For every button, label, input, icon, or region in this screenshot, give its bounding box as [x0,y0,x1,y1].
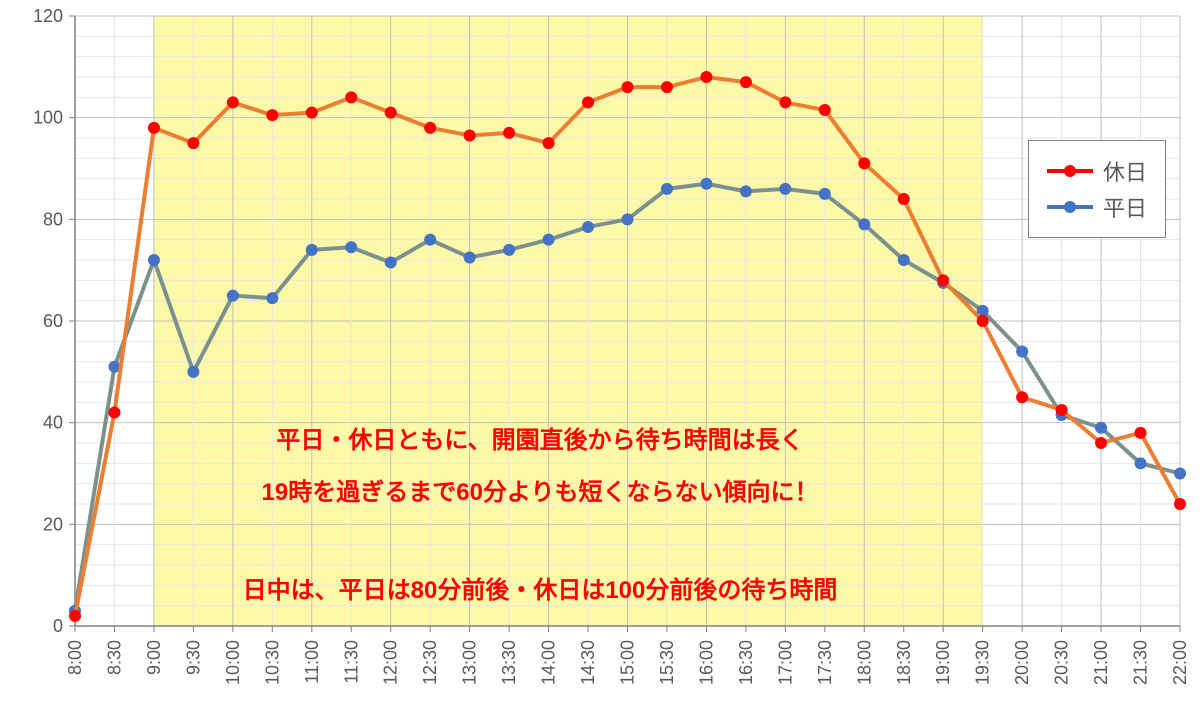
svg-text:20:30: 20:30 [1052,640,1072,685]
legend-item: 休日 [1047,155,1147,187]
svg-text:21:30: 21:30 [1131,640,1151,685]
svg-text:11:30: 11:30 [341,640,361,684]
svg-text:18:30: 18:30 [894,640,914,685]
svg-text:16:00: 16:00 [696,640,716,685]
svg-text:15:30: 15:30 [657,640,677,685]
svg-text:17:00: 17:00 [775,640,795,685]
svg-text:8:00: 8:00 [65,640,85,675]
svg-text:22:00: 22:00 [1170,640,1190,685]
svg-text:60: 60 [43,311,63,331]
svg-text:8:30: 8:30 [104,640,124,675]
svg-text:17:30: 17:30 [815,640,835,685]
legend-item: 平日 [1047,191,1147,223]
svg-text:80: 80 [43,209,63,229]
svg-text:0: 0 [53,616,63,636]
svg-text:20:00: 20:00 [1012,640,1032,685]
svg-text:14:30: 14:30 [578,640,598,685]
svg-text:13:30: 13:30 [499,640,519,685]
legend-label: 休日 [1103,155,1147,187]
svg-text:120: 120 [33,6,63,26]
svg-text:13:00: 13:00 [460,640,480,685]
legend: 休日平日 [1028,140,1166,238]
chart-container: 0 20 40 60 80 100 120 8:00 8:30 9:00 9:30 10:00 10:3… [0,0,1200,719]
svg-text:10:30: 10:30 [262,640,282,685]
svg-text:16:30: 16:30 [736,640,756,685]
svg-text:15:00: 15:00 [618,640,638,685]
svg-text:40: 40 [43,413,63,433]
svg-text:21:00: 21:00 [1091,640,1111,685]
line-chart: 0 20 40 60 80 100 120 8:00 8:30 9:00 9:30 10:00 10:3… [0,0,1200,719]
svg-text:14:00: 14:00 [539,640,559,685]
svg-text:20: 20 [43,514,63,534]
svg-text:9:00: 9:00 [144,640,164,675]
legend-label: 平日 [1103,191,1147,223]
svg-text:12:30: 12:30 [420,640,440,685]
svg-text:19:30: 19:30 [973,640,993,685]
svg-text:10:00: 10:00 [223,640,243,685]
svg-text:12:00: 12:00 [381,640,401,685]
svg-text:100: 100 [33,108,63,128]
svg-text:18:00: 18:00 [854,640,874,685]
svg-text:9:30: 9:30 [183,640,203,675]
svg-text:19:00: 19:00 [933,640,953,685]
svg-text:11:00: 11:00 [302,640,322,684]
